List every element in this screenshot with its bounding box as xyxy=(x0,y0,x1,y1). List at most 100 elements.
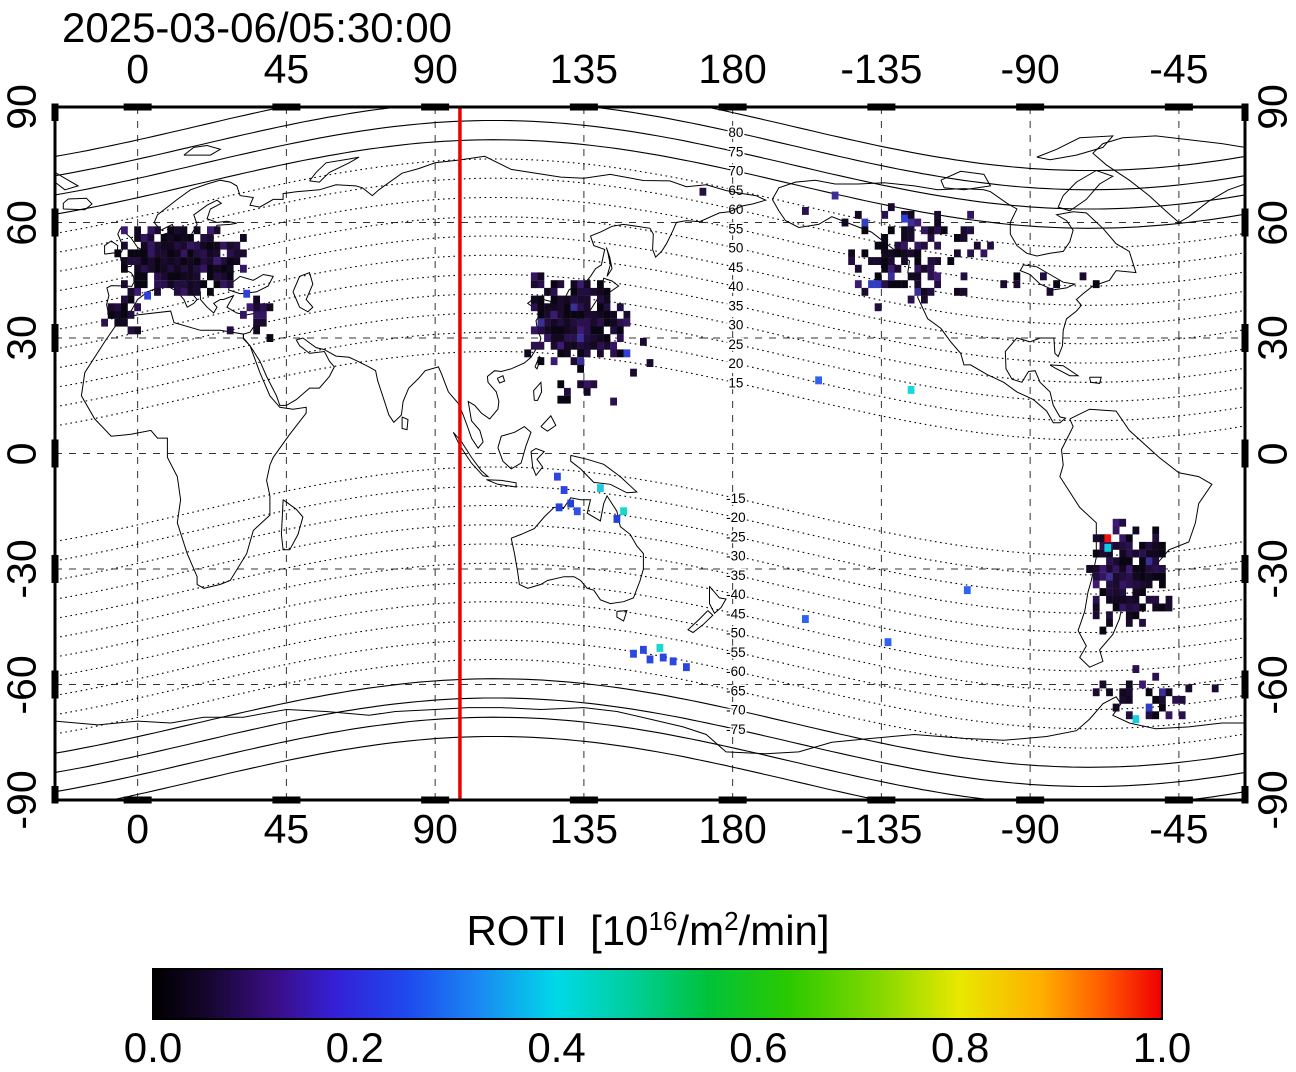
roti-cell xyxy=(1139,557,1146,565)
roti-cell xyxy=(901,280,908,288)
roti-cell xyxy=(207,257,214,265)
roti-cell xyxy=(1104,534,1111,542)
roti-cell xyxy=(921,265,928,273)
maglat-label: -75 xyxy=(726,722,746,737)
roti-cell xyxy=(141,234,148,242)
roti-cell xyxy=(564,334,571,342)
coastline-sakhalin xyxy=(606,248,612,277)
roti-cell xyxy=(161,280,168,288)
coastline-baffin_island xyxy=(1058,171,1113,211)
map-layer: 8075706560555045403530252015-15-20-25-30… xyxy=(55,82,1245,825)
maglat-contour xyxy=(55,717,1245,806)
roti-cell xyxy=(148,226,155,234)
roti-cell xyxy=(617,303,624,311)
roti-cell xyxy=(187,272,194,280)
roti-cell xyxy=(134,249,141,257)
roti-cell xyxy=(174,288,181,296)
roti-cell xyxy=(597,349,604,357)
maglat-label: 65 xyxy=(728,183,743,198)
roti-cell xyxy=(1119,580,1126,588)
roti-cell xyxy=(181,242,188,250)
roti-cell xyxy=(148,234,155,242)
roti-cell xyxy=(134,226,141,234)
roti-cell xyxy=(597,342,604,350)
roti-cell xyxy=(1126,681,1133,689)
roti-cell xyxy=(630,369,637,377)
coastline-south_america xyxy=(1060,409,1212,667)
roti-cell xyxy=(610,319,617,327)
roti-cell xyxy=(908,211,915,219)
roti-cell xyxy=(1113,704,1120,712)
roti-cell xyxy=(1119,565,1126,573)
roti-cell xyxy=(914,272,921,280)
roti-cell xyxy=(1000,280,1007,288)
roti-cell xyxy=(538,311,545,319)
roti-cell xyxy=(934,211,941,219)
roti-cell xyxy=(617,326,624,334)
roti-cell xyxy=(954,234,961,242)
roti-cell xyxy=(551,334,558,342)
roti-cell xyxy=(1093,604,1100,612)
coastline-hispaniola xyxy=(1090,377,1102,383)
maglat-contour xyxy=(55,660,1245,749)
roti-cell xyxy=(875,303,882,311)
roti-cell xyxy=(1119,542,1126,550)
roti-cell xyxy=(567,500,574,508)
roti-cell xyxy=(700,188,707,196)
roti-cell xyxy=(597,334,604,342)
roti-cell xyxy=(564,396,571,404)
roti-cell xyxy=(855,265,862,273)
roti-cell xyxy=(1119,688,1126,696)
roti-cell xyxy=(908,249,915,257)
colorbar-exp-2: 2 xyxy=(724,906,738,936)
roti-cell xyxy=(1126,604,1133,612)
roti-cell xyxy=(934,272,941,280)
roti-cell xyxy=(1146,565,1153,573)
maglat-label: 75 xyxy=(728,144,743,159)
roti-cell xyxy=(921,288,928,296)
roti-cell xyxy=(1152,696,1159,704)
tick-bar-right xyxy=(1242,104,1249,122)
roti-cell xyxy=(604,311,611,319)
roti-cell xyxy=(888,257,895,265)
roti-cell xyxy=(1014,272,1021,280)
roti-cell xyxy=(1113,527,1120,535)
roti-cell xyxy=(888,226,895,234)
roti-cell xyxy=(187,280,194,288)
roti-cell xyxy=(967,226,974,234)
roti-cell xyxy=(1146,596,1153,604)
roti-cell xyxy=(1119,588,1126,596)
roti-cell xyxy=(1093,596,1100,604)
roti-cell xyxy=(617,319,624,327)
roti-cell xyxy=(604,288,611,296)
roti-cell xyxy=(1100,588,1107,596)
roti-cell xyxy=(1139,550,1146,558)
roti-cell xyxy=(1040,272,1047,280)
coastline-sri_lanka xyxy=(402,417,408,430)
roti-cell xyxy=(1139,573,1146,581)
roti-cell xyxy=(194,249,201,257)
roti-cell xyxy=(928,257,935,265)
roti-cell xyxy=(174,249,181,257)
roti-cell xyxy=(214,226,221,234)
roti-cell xyxy=(1093,573,1100,581)
roti-cell xyxy=(604,303,611,311)
coastline-hainan xyxy=(497,376,504,383)
tick-bar-top xyxy=(570,104,598,111)
roti-cell xyxy=(1106,573,1113,581)
roti-cell xyxy=(233,242,240,250)
roti-cell xyxy=(934,242,941,250)
roti-cell xyxy=(1104,544,1111,552)
roti-cell xyxy=(881,242,888,250)
roti-cell xyxy=(194,257,201,265)
coastline-philippines_luzon xyxy=(534,382,542,400)
roti-cell xyxy=(614,515,621,523)
tick-bar-left xyxy=(52,671,59,699)
roti-cell xyxy=(815,376,822,384)
roti-cell xyxy=(1133,580,1140,588)
roti-cell xyxy=(584,380,591,388)
maglat-contour xyxy=(55,737,1245,826)
roti-cell xyxy=(961,272,968,280)
roti-cell xyxy=(141,265,148,273)
roti-cell xyxy=(1152,527,1159,535)
